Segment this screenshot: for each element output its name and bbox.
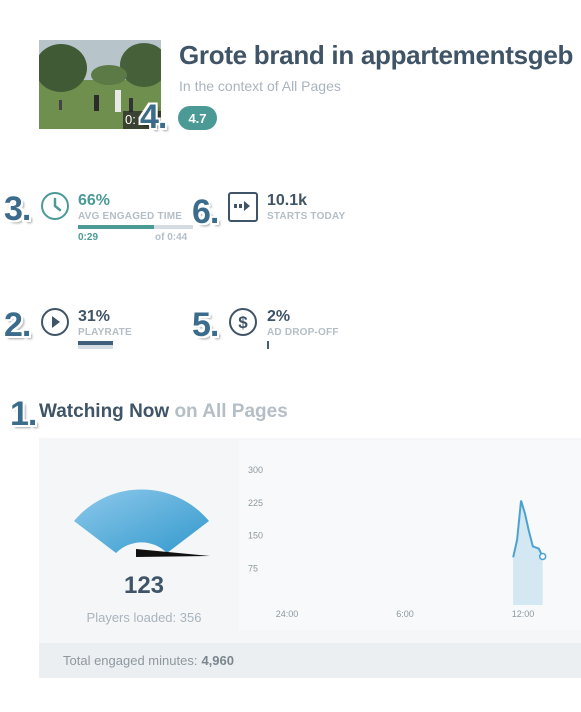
annotation-3: 3.: [4, 190, 31, 228]
players-count: 123: [123, 572, 165, 599]
engaged-label: AVG ENGAGED TIME: [78, 211, 183, 222]
series-area: [513, 500, 543, 605]
starts-label: STARTS TODAY: [267, 211, 346, 222]
play-icon: [41, 308, 69, 336]
gauge-arc: [74, 489, 209, 553]
ad-dropoff-value: 2%: [267, 308, 291, 325]
context-subtitle: In the context of All Pages: [179, 78, 341, 94]
watching-context: on All Pages: [174, 401, 288, 422]
engaged-total: of 0:44: [155, 232, 188, 243]
x-tick-label: 24:00: [276, 609, 299, 619]
y-tick-label: 300: [248, 465, 263, 475]
annotation-6: 6.: [192, 193, 219, 231]
watching-heading: Watching Now on All Pages: [39, 401, 288, 423]
playrate-value: 31%: [78, 308, 111, 325]
engaged-progress-track: [78, 225, 193, 229]
annotation-2: 2.: [4, 306, 31, 344]
annotation-5: 5.: [192, 306, 219, 344]
starts-icon: [228, 192, 258, 222]
x-tick-label: 6:00: [396, 609, 414, 619]
annotation-1: 1.: [10, 395, 37, 433]
y-tick-label: 225: [248, 498, 263, 508]
playrate-bar-fill: [78, 341, 113, 345]
dollar-icon: $: [229, 308, 257, 336]
gauge-needle: [136, 549, 210, 557]
ad-dropoff-label: AD DROP-OFF: [267, 327, 339, 338]
ad-dropoff-bar: [267, 341, 269, 349]
footer-value: 4,960: [201, 653, 234, 668]
series-line: [512, 500, 544, 558]
playrate-label: PLAYRATE: [78, 327, 132, 338]
video-time: 0:: [125, 112, 136, 127]
playrate-bar-track: [78, 341, 113, 349]
video-thumbnail-image: [39, 40, 161, 129]
rating-badge: 4.7: [178, 106, 217, 130]
footer-label: Total engaged minutes:: [63, 653, 198, 668]
engaged-value: 66%: [78, 192, 111, 209]
realtime-chart: 300 225 150 75 24:00 6:00 12:00: [248, 465, 547, 619]
y-tick-label: 150: [248, 531, 263, 541]
clock-icon: [41, 192, 69, 220]
players-loaded: Players loaded: 356: [86, 610, 202, 625]
annotation-4: 4.: [140, 98, 167, 136]
video-thumbnail[interactable]: 0:: [39, 40, 161, 129]
watching-title: Watching Now: [39, 401, 170, 422]
page-title: Grote brand in appartementsgeb: [179, 40, 574, 70]
engaged-progress-fill: [78, 225, 154, 229]
starts-value: 10.1k: [267, 192, 308, 209]
engaged-current: 0:29: [78, 232, 99, 243]
players-gauge: [74, 489, 210, 557]
engaged-minutes-footer: Total engaged minutes: 4,960: [39, 643, 581, 678]
x-tick-label: 12:00: [512, 609, 535, 619]
series-endpoint: [538, 552, 547, 561]
y-tick-label: 75: [248, 563, 258, 573]
svg-text:$: $: [238, 313, 248, 332]
